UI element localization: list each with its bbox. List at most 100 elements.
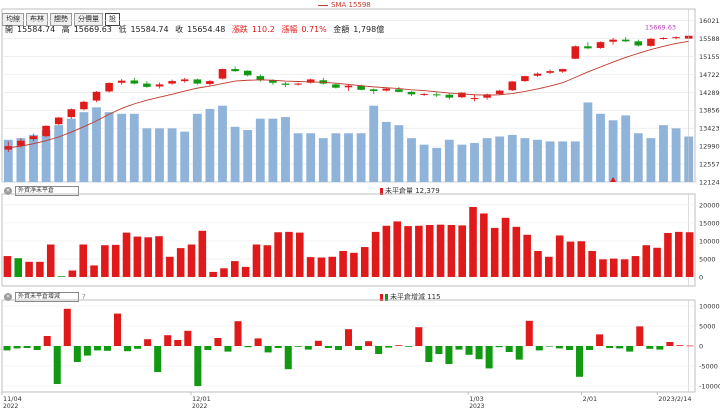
p3-bar — [596, 334, 604, 346]
candle-body — [659, 37, 668, 39]
p3-bar — [13, 346, 21, 349]
amount-label: 金額 — [333, 25, 350, 34]
p3-bar — [204, 346, 212, 350]
p3-bar — [515, 346, 523, 360]
panel-2-legend: 未平倉量 12,379 — [380, 186, 440, 196]
volume-bar — [495, 136, 505, 182]
indicator-select-2[interactable]: 外資淨未平倉 — [15, 186, 79, 196]
volume-bar — [218, 105, 227, 182]
volume-bar — [444, 139, 454, 182]
p2-bar — [252, 244, 261, 277]
x-tick-label: 2/01 — [583, 395, 598, 403]
p3-bar — [254, 338, 262, 346]
candle-body — [80, 101, 88, 110]
p3-bar — [93, 346, 101, 351]
volume-bar — [608, 120, 618, 182]
p3-bar — [425, 346, 433, 362]
p2-bar — [90, 265, 98, 277]
p2-bar — [79, 244, 88, 277]
p3-bar — [455, 346, 463, 350]
close-value: 15654.48 — [187, 25, 226, 34]
tab-ma[interactable]: 均線 — [2, 13, 24, 26]
volume-bar — [633, 133, 643, 182]
p2-bar — [523, 234, 531, 277]
p2-bar — [176, 248, 185, 277]
volume-bar — [117, 113, 127, 182]
p2-bar — [642, 245, 651, 277]
volume-bar — [407, 138, 416, 182]
volume-bar — [155, 128, 164, 182]
candle-body — [294, 83, 302, 85]
close-panel-3-icon[interactable]: × — [4, 293, 12, 301]
candle-body — [458, 92, 466, 98]
volume-bar — [394, 125, 404, 182]
candle-body — [42, 125, 50, 137]
tab-bollinger[interactable]: 布林 — [26, 13, 48, 26]
volume-bar — [92, 107, 101, 182]
p2-bar — [620, 259, 629, 277]
volume-bar — [507, 134, 517, 182]
p3-bar — [405, 346, 413, 347]
close-panel-2-icon[interactable]: × — [4, 187, 12, 195]
p3-bar — [314, 340, 322, 346]
volume-bar — [583, 102, 593, 182]
volume-bar — [520, 138, 530, 182]
p3-bar — [43, 336, 51, 346]
candle-body — [672, 37, 680, 39]
p1-y-tick-label: 15155 — [699, 53, 720, 61]
volume-bar — [41, 130, 51, 182]
volume-bar — [16, 138, 26, 182]
p3-y-tick-label: 10000 — [699, 303, 720, 311]
volume-bar — [558, 141, 568, 182]
candle-body — [105, 82, 113, 92]
volume-bar — [646, 138, 656, 182]
volume-bar — [621, 115, 631, 182]
candle-body — [243, 70, 252, 76]
volume-bar — [457, 144, 467, 182]
candle-body — [281, 83, 290, 85]
volume-bar — [419, 144, 429, 182]
p2-bar — [577, 241, 586, 277]
candle-body — [508, 81, 517, 91]
candle-body — [533, 73, 542, 76]
panel-2-legend-label: 未平倉量 12,379 — [385, 187, 440, 195]
help-icon[interactable]: ? — [82, 293, 86, 301]
p1-y-tick-label: 12990 — [699, 143, 720, 151]
tab-volume-profile[interactable]: 分價量 — [74, 13, 103, 26]
candle-body — [92, 91, 101, 101]
p3-y-tick-label: -5000 — [699, 363, 718, 371]
volume-bar — [205, 108, 215, 182]
candle-body — [206, 81, 214, 84]
tab-settings[interactable]: 設 — [105, 13, 120, 26]
p2-bar — [339, 251, 347, 277]
p2-bar — [274, 232, 282, 277]
p2-bar — [122, 232, 131, 277]
p2-bar — [68, 270, 77, 277]
p2-bar — [371, 231, 380, 277]
candle-body — [420, 93, 428, 95]
volume-bar — [167, 128, 177, 182]
p2-bar — [36, 261, 44, 277]
p3-bar — [365, 341, 373, 346]
tab-trend[interactable]: 趨勢 — [50, 13, 72, 26]
p2-bar — [555, 235, 564, 277]
p1-y-tick-label: 12557 — [699, 161, 720, 169]
p2-bar — [599, 259, 607, 277]
p3-y-tick-label: -10000 — [699, 383, 720, 391]
p3-y-tick-label: 5000 — [699, 323, 716, 331]
p1-y-tick-label: 14289 — [699, 89, 720, 97]
p2-bar — [631, 256, 640, 277]
sma-line — [8, 40, 689, 149]
p3-bar — [395, 345, 403, 346]
p3-bar — [284, 346, 292, 370]
volume-bar — [381, 121, 391, 182]
candle-body — [180, 79, 189, 82]
p2-bar — [198, 230, 207, 277]
high-label: 高 — [61, 25, 70, 34]
volume-bar — [318, 138, 328, 182]
indicator-select-3[interactable]: 外資未平倉增減 — [15, 292, 79, 302]
candle-body — [369, 89, 378, 92]
p2-bar — [534, 251, 542, 277]
sma-legend: SMA 15598 — [318, 1, 371, 9]
